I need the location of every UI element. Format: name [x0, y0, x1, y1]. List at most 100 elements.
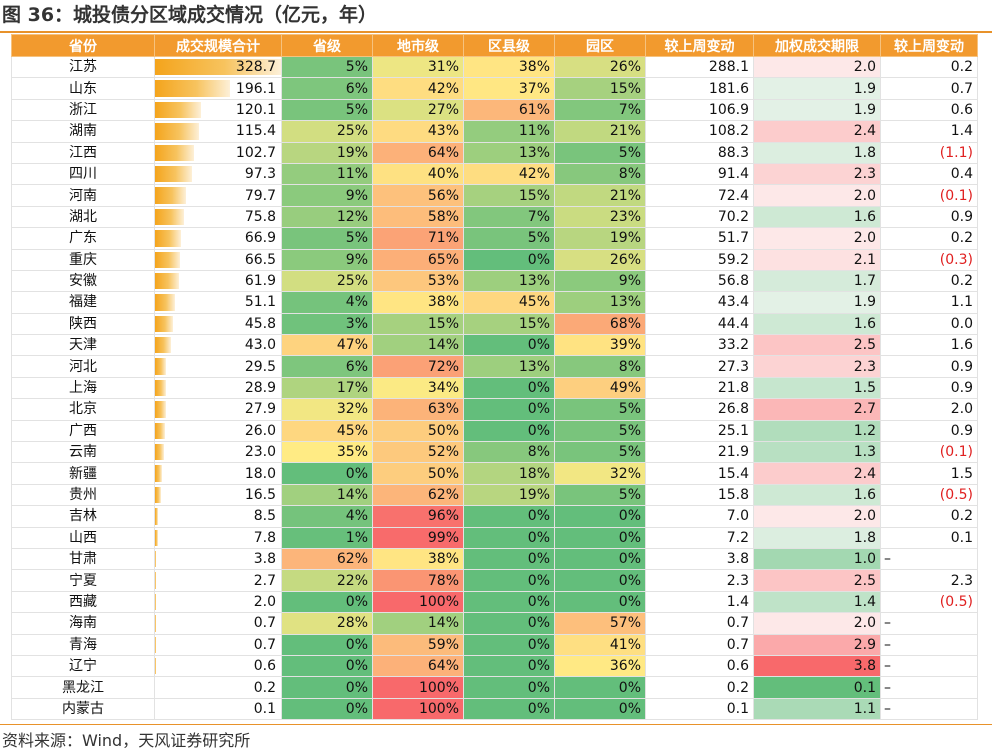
park-share-cell: 15%	[555, 78, 646, 99]
county-share-cell: 0%	[464, 613, 555, 634]
county-share-cell: 0%	[464, 570, 555, 591]
weekly-change-cell: 15.8	[646, 484, 754, 505]
total-volume-cell: 28.9	[155, 377, 282, 398]
term-weekly-change-cell: –	[881, 677, 978, 698]
term-weekly-change-cell: 0.2	[881, 270, 978, 291]
prefecture-share-cell: 43%	[373, 121, 464, 142]
provincial-share-cell: 0%	[282, 677, 373, 698]
total-volume-cell: 16.5	[155, 484, 282, 505]
volume-value: 0.2	[155, 678, 281, 698]
park-share-cell: 8%	[555, 356, 646, 377]
province-cell: 江苏	[12, 57, 155, 78]
weighted-term-cell: 0.1	[754, 677, 881, 698]
park-share-cell: 5%	[555, 442, 646, 463]
total-volume-cell: 51.1	[155, 292, 282, 313]
total-volume-cell: 79.7	[155, 185, 282, 206]
province-cell: 海南	[12, 613, 155, 634]
volume-value: 79.7	[155, 186, 281, 206]
park-share-cell: 9%	[555, 270, 646, 291]
header-park: 园区	[555, 35, 646, 57]
weighted-term-cell: 2.0	[754, 228, 881, 249]
county-share-cell: 5%	[464, 228, 555, 249]
province-cell: 吉林	[12, 506, 155, 527]
weekly-change-cell: 70.2	[646, 206, 754, 227]
term-weekly-change-cell: –	[881, 548, 978, 569]
total-volume-cell: 120.1	[155, 99, 282, 120]
prefecture-share-cell: 31%	[373, 57, 464, 78]
county-share-cell: 11%	[464, 121, 555, 142]
park-share-cell: 0%	[555, 570, 646, 591]
provincial-share-cell: 32%	[282, 399, 373, 420]
weighted-term-cell: 2.3	[754, 163, 881, 184]
header-weighted-term: 加权成交期限	[754, 35, 881, 57]
prefecture-share-cell: 100%	[373, 698, 464, 719]
volume-value: 28.9	[155, 378, 281, 398]
volume-value: 18.0	[155, 464, 281, 484]
term-weekly-change-cell: 1.1	[881, 292, 978, 313]
title-rule	[0, 31, 992, 33]
provincial-share-cell: 6%	[282, 78, 373, 99]
volume-value: 2.0	[155, 592, 281, 612]
park-share-cell: 36%	[555, 655, 646, 676]
provincial-share-cell: 4%	[282, 506, 373, 527]
total-volume-cell: 27.9	[155, 399, 282, 420]
province-cell: 安徽	[12, 270, 155, 291]
volume-value: 66.9	[155, 228, 281, 248]
prefecture-share-cell: 40%	[373, 163, 464, 184]
provincial-share-cell: 14%	[282, 484, 373, 505]
volume-value: 43.0	[155, 335, 281, 355]
source-note: 资料来源：Wind，天风证券研究所	[2, 727, 250, 751]
provincial-share-cell: 11%	[282, 163, 373, 184]
park-share-cell: 0%	[555, 548, 646, 569]
prefecture-share-cell: 42%	[373, 78, 464, 99]
provincial-share-cell: 35%	[282, 442, 373, 463]
volume-value: 0.7	[155, 613, 281, 633]
county-share-cell: 0%	[464, 335, 555, 356]
bottom-rule	[0, 724, 992, 725]
county-share-cell: 0%	[464, 677, 555, 698]
weekly-change-cell: 181.6	[646, 78, 754, 99]
header-province: 省份	[12, 35, 155, 57]
volume-value: 27.9	[155, 399, 281, 419]
park-share-cell: 39%	[555, 335, 646, 356]
county-share-cell: 18%	[464, 463, 555, 484]
park-share-cell: 23%	[555, 206, 646, 227]
county-share-cell: 0%	[464, 655, 555, 676]
provincial-share-cell: 3%	[282, 313, 373, 334]
county-share-cell: 0%	[464, 634, 555, 655]
province-cell: 重庆	[12, 249, 155, 270]
provincial-share-cell: 0%	[282, 463, 373, 484]
weighted-term-cell: 2.5	[754, 335, 881, 356]
province-cell: 西藏	[12, 591, 155, 612]
prefecture-share-cell: 34%	[373, 377, 464, 398]
term-weekly-change-cell: 1.6	[881, 335, 978, 356]
provincial-share-cell: 25%	[282, 270, 373, 291]
province-cell: 山东	[12, 78, 155, 99]
weighted-term-cell: 1.9	[754, 292, 881, 313]
term-weekly-change-cell: 0.0	[881, 313, 978, 334]
park-share-cell: 41%	[555, 634, 646, 655]
park-share-cell: 68%	[555, 313, 646, 334]
term-weekly-change-cell: (0.1)	[881, 442, 978, 463]
volume-value: 7.8	[155, 528, 281, 548]
county-share-cell: 0%	[464, 249, 555, 270]
province-cell: 天津	[12, 335, 155, 356]
provincial-share-cell: 9%	[282, 185, 373, 206]
volume-value: 66.5	[155, 250, 281, 270]
provincial-share-cell: 5%	[282, 228, 373, 249]
province-cell: 黑龙江	[12, 677, 155, 698]
province-cell: 辽宁	[12, 655, 155, 676]
total-volume-cell: 75.8	[155, 206, 282, 227]
prefecture-share-cell: 71%	[373, 228, 464, 249]
